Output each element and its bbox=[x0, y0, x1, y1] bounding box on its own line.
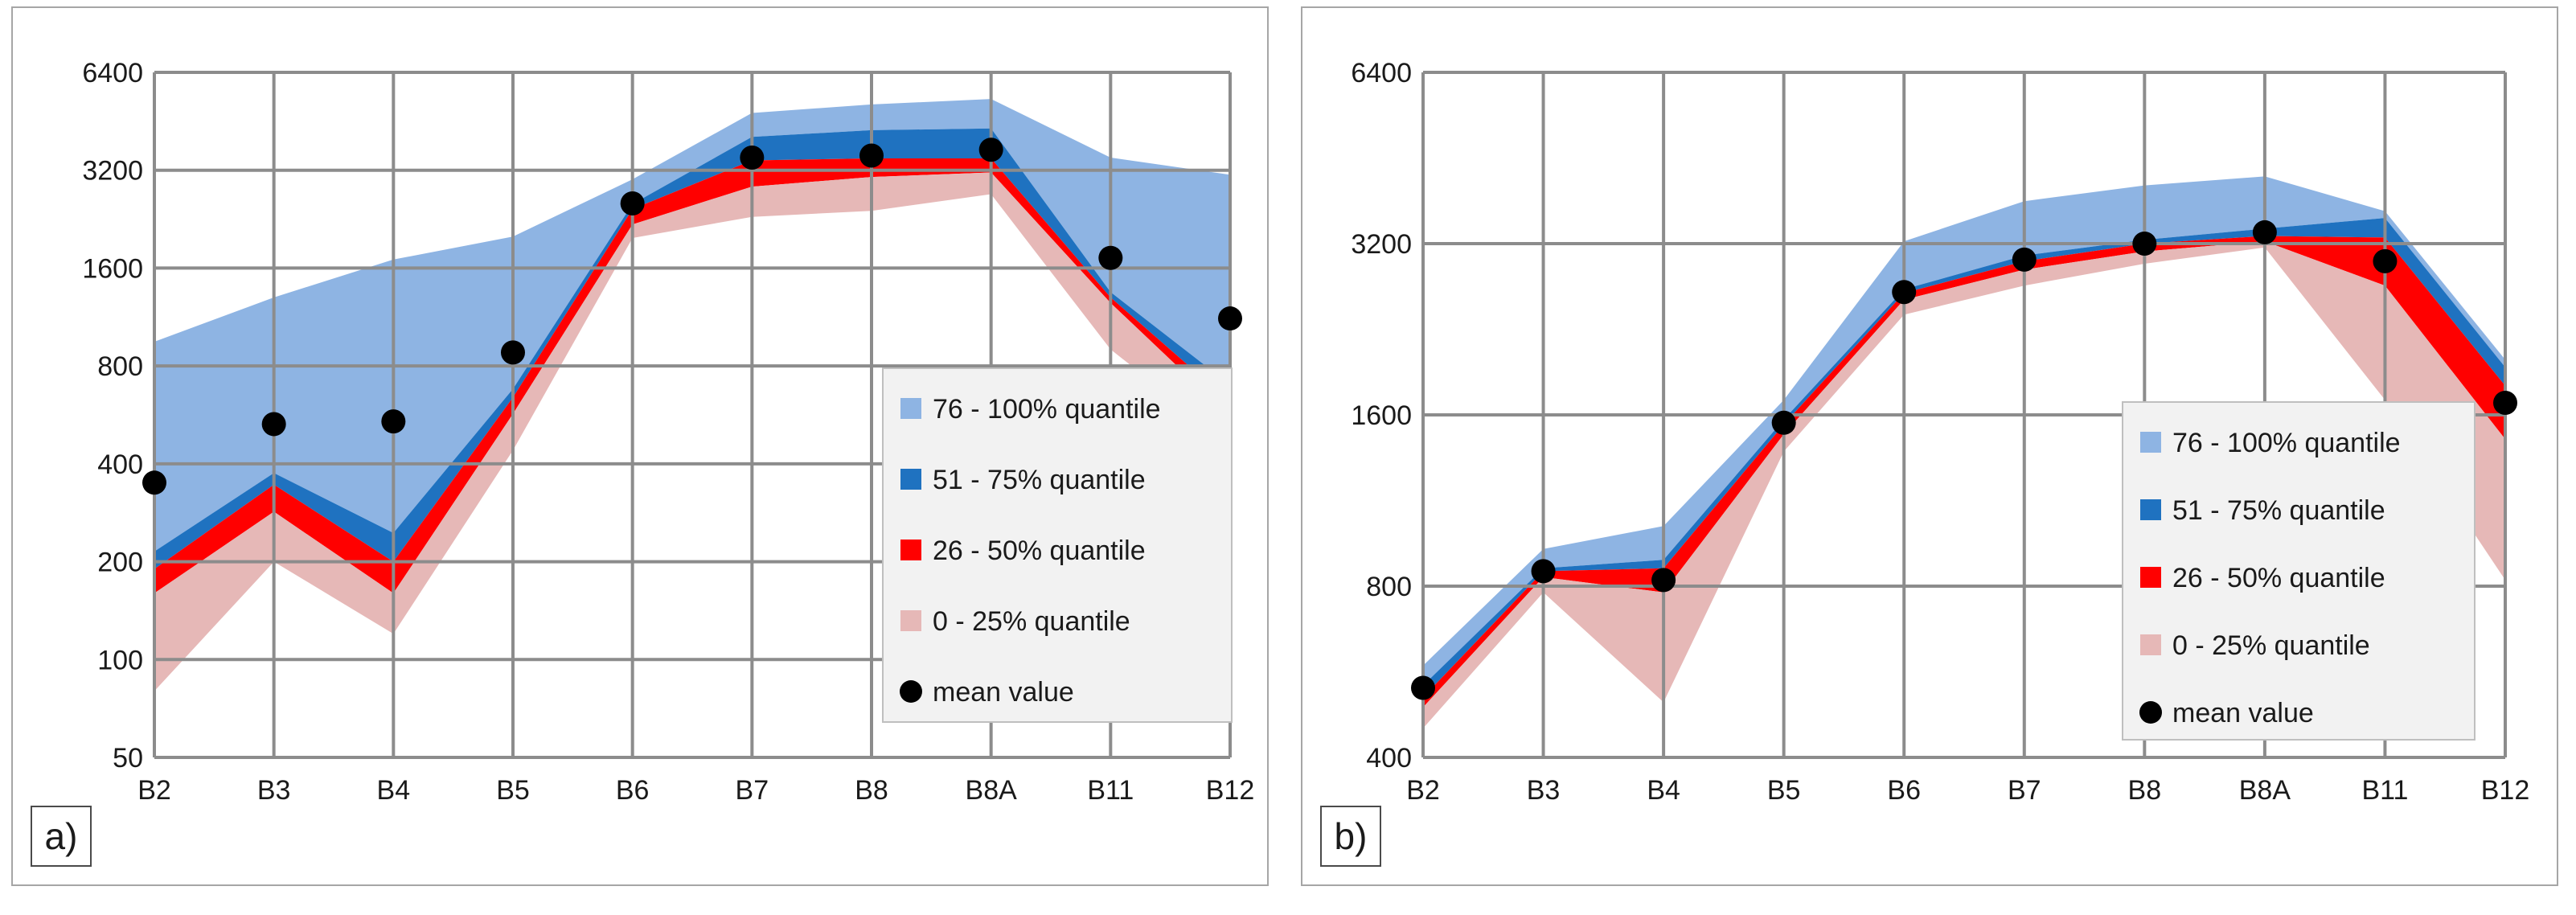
chart-0-xtick-label: B11 bbox=[1087, 775, 1134, 806]
chart-1-xtick-label: B4 bbox=[1647, 775, 1680, 806]
chart-panel-b: 400 800 1600 3200 6400 B2 B3 B4 B5 B6 B7 B8 B8A B11 B1… bbox=[1301, 6, 2558, 886]
chart-0-legend-label: 0 - 25% quantile bbox=[933, 606, 1130, 637]
chart-1-legend-swatch bbox=[2140, 634, 2161, 655]
chart-1-mean-point bbox=[2012, 247, 2037, 272]
chart-0-mean-point bbox=[1218, 306, 1242, 331]
chart-1-xtick-label: B2 bbox=[1406, 775, 1440, 806]
chart-0-band-76-100 bbox=[154, 99, 1230, 552]
chart-0-ytick-label: 3200 bbox=[82, 156, 143, 187]
chart-b-svg: 400 800 1600 3200 6400 B2 B3 B4 B5 B6 B7 B8 B8A B11 B1… bbox=[1351, 58, 2530, 806]
chart-1-legend-label: mean value bbox=[2172, 698, 2314, 728]
chart-panel-a: 50 100 200 400 800 1600 3200 6400 B2 B3 B4 B5 B6 B7 B8… bbox=[11, 6, 1269, 886]
chart-1-legend-label: 0 - 25% quantile bbox=[2172, 630, 2370, 661]
chart-1-mean-point bbox=[1651, 568, 1676, 593]
chart-1-xtick-label: B12 bbox=[2481, 775, 2530, 806]
chart-0-xtick-label: B6 bbox=[616, 775, 650, 806]
chart-0-ytick-label: 400 bbox=[97, 449, 143, 480]
chart-1-legend-swatch bbox=[2140, 432, 2161, 453]
chart-0-legend-label: mean value bbox=[933, 677, 1074, 708]
chart-0-legend-label: 26 - 50% quantile bbox=[933, 535, 1146, 566]
chart-0-legend-label: 51 - 75% quantile bbox=[933, 465, 1146, 495]
chart-0-mean-point bbox=[620, 191, 645, 215]
chart-1-xtick-label: B6 bbox=[1887, 775, 1921, 806]
chart-1-legend-label: 51 - 75% quantile bbox=[2172, 495, 2385, 526]
chart-0-legend-box bbox=[882, 367, 1233, 723]
panel-label-b: b) bbox=[1320, 806, 1381, 867]
chart-1-xtick-label: B7 bbox=[2008, 775, 2041, 806]
chart-1-mean-point bbox=[2493, 391, 2517, 416]
chart-0-legend-swatch bbox=[900, 610, 921, 631]
chart-0-legend-marker bbox=[900, 680, 922, 703]
chart-1-ytick-label: 400 bbox=[1366, 743, 1412, 773]
chart-1-mean-point bbox=[1892, 280, 1917, 305]
chart-1-xtick-label: B8A bbox=[2239, 775, 2291, 806]
chart-1-ytick-label: 800 bbox=[1366, 572, 1412, 602]
chart-1-mean-point bbox=[2252, 220, 2277, 244]
chart-1-mean-point bbox=[1531, 559, 1556, 584]
chart-0-mean-point bbox=[381, 409, 406, 434]
chart-1-mean-point bbox=[2373, 248, 2398, 273]
chart-1-xtick-label: B11 bbox=[2361, 775, 2408, 806]
chart-0-mean-point bbox=[142, 470, 166, 495]
chart-1-ytick-label: 3200 bbox=[1351, 229, 1412, 260]
chart-0-ytick-label: 800 bbox=[97, 351, 143, 382]
chart-1-band-0-25 bbox=[1423, 241, 2505, 728]
chart-1-legend-swatch bbox=[2140, 567, 2161, 588]
chart-0-xtick-label: B3 bbox=[257, 775, 291, 806]
chart-1-legend-label: 76 - 100% quantile bbox=[2172, 428, 2401, 458]
chart-0-legend-swatch bbox=[900, 469, 921, 490]
chart-0-legend: 76 - 100% quantile 51 - 75% quantile 26 - … bbox=[882, 367, 1233, 723]
chart-0-mean-point bbox=[501, 340, 525, 365]
chart-0-xtick-label: B4 bbox=[377, 775, 411, 806]
chart-1-mean-point bbox=[1771, 410, 1796, 435]
chart-0-xtick-label: B8A bbox=[966, 775, 1018, 806]
panel-label-a: a) bbox=[31, 806, 92, 867]
chart-0-mean-point bbox=[740, 145, 765, 170]
chart-1-legend-marker bbox=[2139, 701, 2162, 724]
chart-0-legend-label: 76 - 100% quantile bbox=[933, 394, 1161, 425]
chart-0-xtick-label: B12 bbox=[1206, 775, 1255, 806]
chart-0-ytick-label: 200 bbox=[97, 548, 143, 578]
chart-1-legend-label: 26 - 50% quantile bbox=[2172, 563, 2385, 593]
chart-0-legend-swatch bbox=[900, 540, 921, 560]
chart-1-xtick-label: B8 bbox=[2128, 775, 2162, 806]
chart-1-band-26-50 bbox=[1423, 236, 2505, 708]
chart-0-ytick-label: 100 bbox=[97, 645, 143, 675]
chart-1-xtick-label: B5 bbox=[1767, 775, 1801, 806]
chart-1-legend-swatch bbox=[2140, 499, 2161, 520]
chart-1-legend: 76 - 100% quantile 51 - 75% quantile 26 - … bbox=[2122, 401, 2476, 741]
chart-0-ytick-label: 1600 bbox=[82, 253, 143, 284]
chart-1-ytick-label: 1600 bbox=[1351, 400, 1412, 431]
chart-0-xtick-label: B2 bbox=[137, 775, 171, 806]
chart-1-xtick-label: B3 bbox=[1527, 775, 1561, 806]
chart-0-legend-swatch bbox=[900, 398, 921, 419]
chart-1-ytick-label: 6400 bbox=[1351, 58, 1412, 88]
chart-0-xtick-label: B8 bbox=[855, 775, 888, 806]
chart-0-mean-point bbox=[859, 143, 884, 168]
chart-0-ytick-label: 50 bbox=[113, 743, 143, 773]
chart-0-mean-point bbox=[978, 137, 1003, 162]
chart-0-xtick-label: B5 bbox=[496, 775, 530, 806]
chart-1-legend-box bbox=[2122, 401, 2476, 741]
chart-a-svg: 50 100 200 400 800 1600 3200 6400 B2 B3 B4 B5 B6 B7 B8… bbox=[82, 58, 1255, 806]
chart-0-mean-point bbox=[1098, 245, 1123, 270]
chart-0-xtick-label: B7 bbox=[736, 775, 769, 806]
chart-1-mean-point bbox=[1411, 675, 1435, 700]
chart-1-band-76-100 bbox=[1423, 176, 2505, 686]
chart-1-mean-point bbox=[2132, 232, 2157, 256]
chart-0-ytick-label: 6400 bbox=[82, 58, 143, 88]
chart-0-mean-point bbox=[261, 412, 286, 437]
